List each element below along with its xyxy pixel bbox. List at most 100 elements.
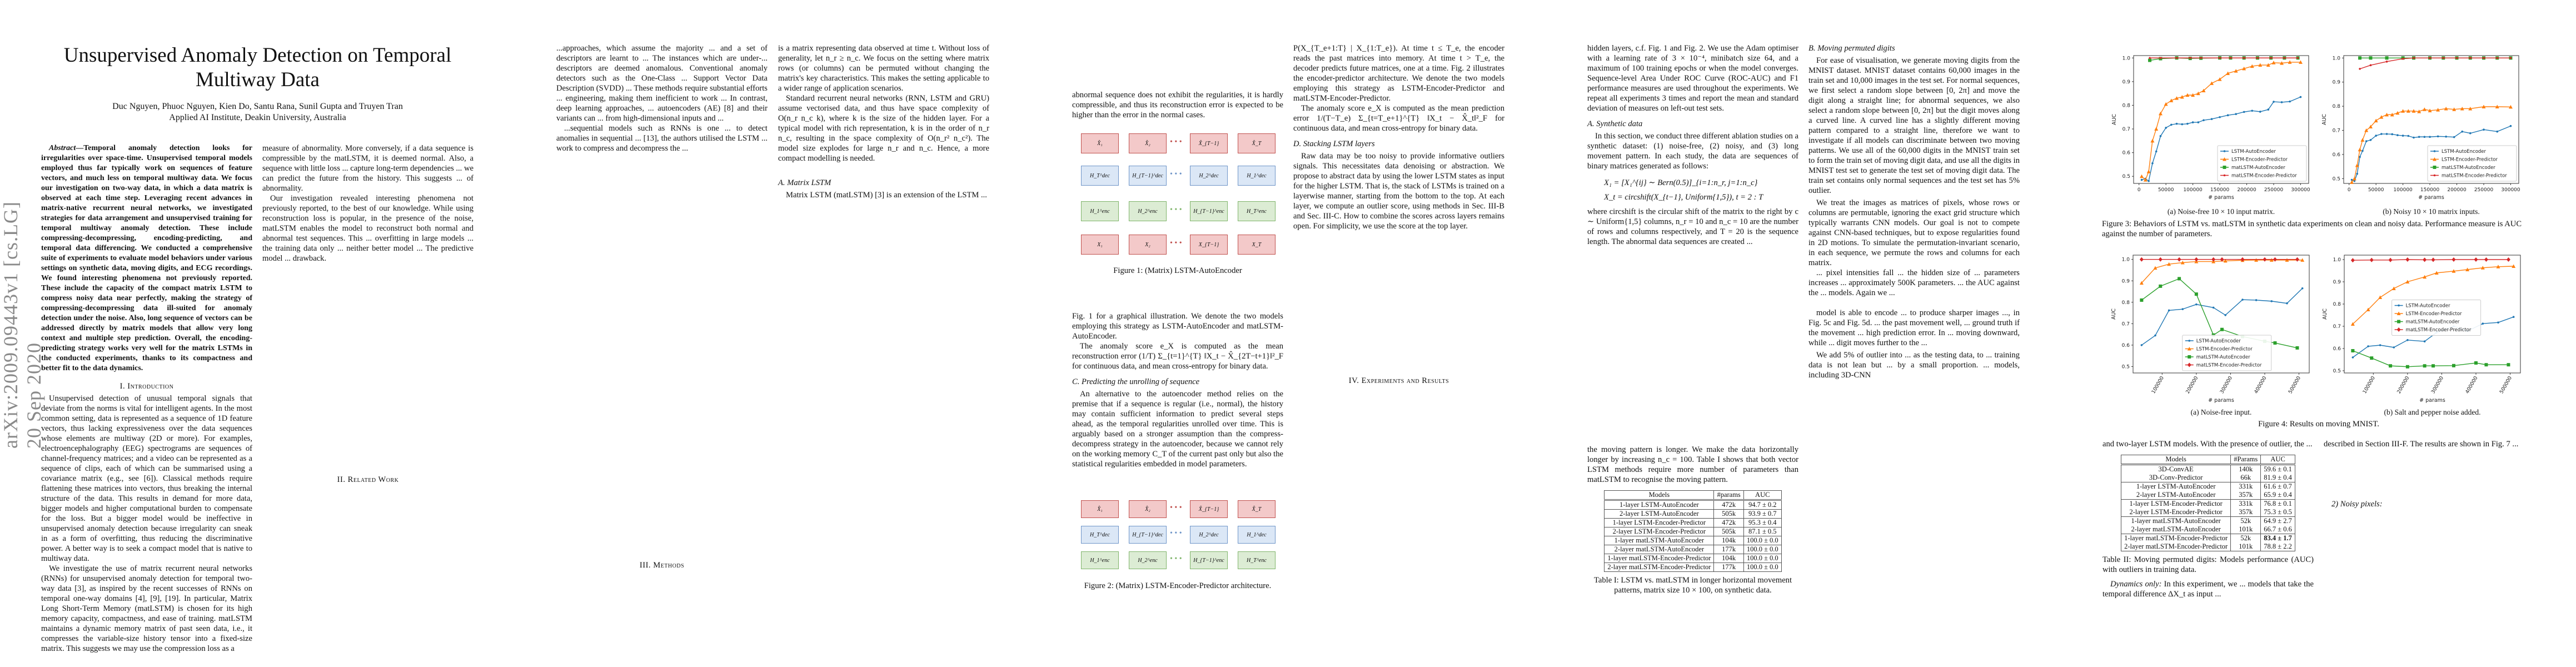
x-tick-label: 250000 [2474, 187, 2494, 193]
x-tick-label: 150000 [2420, 187, 2440, 193]
page4-left-column: hidden layers, c.f. Fig. 1 and Fig. 2. W… [1587, 43, 1798, 247]
x-tick-label: 300000 [2291, 187, 2310, 193]
data-point [2139, 281, 2144, 285]
plot-frame [2343, 55, 2519, 184]
data-point [2251, 109, 2254, 112]
section-heading-methods-wrap: III. Methods [556, 556, 768, 573]
plot-frame [2133, 55, 2309, 184]
outputs-node: X̂₂ [1129, 500, 1167, 518]
data-point [2350, 322, 2355, 326]
legend-label: matLSTM-Encoder-Predictor [2442, 173, 2507, 179]
auc-cell: 87.1 ± 0.5 [1743, 527, 1782, 536]
output-node: X̂_T [1238, 133, 1275, 153]
data-point [2411, 109, 2416, 113]
encoder-node: H_{T−1}^enc [1190, 551, 1228, 569]
auc-cell: 100.0 ± 0.0 [1743, 563, 1782, 572]
data-point [2452, 107, 2457, 111]
legend-label: matLSTM-Encoder-Predictor [2196, 363, 2262, 369]
data-point [2175, 96, 2179, 100]
params-cell: 101k [2230, 542, 2261, 551]
x-tick-label: 300000 [2430, 375, 2445, 395]
data-point [2405, 257, 2410, 262]
page3-left-column-mid: Fig. 1 for a graphical illustration. We … [1072, 311, 1283, 469]
params-cell: 101k [2230, 525, 2261, 534]
data-point [2139, 257, 2144, 262]
data-point [2356, 172, 2359, 175]
y-tick-label: 0.9 [2122, 278, 2130, 284]
data-point [2422, 107, 2426, 111]
data-point [2469, 57, 2472, 59]
decoder-node: H_1^dec [1238, 166, 1275, 186]
data-point [2285, 258, 2289, 262]
paper-title: Unsupervised Anomaly Detection on Tempor… [63, 44, 452, 91]
data-point [2271, 61, 2276, 64]
data-point [2186, 122, 2189, 125]
params-cell: 104k [1713, 536, 1744, 545]
series-matlstm-encoder-predictor [2139, 257, 2299, 262]
data-point [2379, 344, 2381, 346]
decoder-node: H_T^dec [1081, 166, 1119, 186]
series-line [2141, 96, 2301, 182]
series-matlstm-encoder-predictor [2149, 57, 2299, 59]
params-cell: 472k [1713, 518, 1744, 527]
auc-cell: 93.9 ± 0.7 [1743, 509, 1782, 519]
data-point [2175, 122, 2178, 125]
data-point [2219, 57, 2221, 59]
outputs-node: X̂₁ [1081, 500, 1119, 518]
ellipsis-dots-icon: • • • [1170, 555, 1182, 563]
abstract-text: —Temporal anomaly detection looks for ir… [41, 144, 252, 372]
data-point [2512, 264, 2516, 268]
x-tick-label: 400000 [2465, 375, 2479, 395]
y-tick-label: 0.7 [2333, 324, 2341, 330]
page4-right-column: B. Moving permuted digits For ease of vi… [1808, 43, 2020, 380]
table-row: 2-layer matLSTM-Encoder-Predictor 101k 78.… [2121, 542, 2295, 551]
data-point [2379, 115, 2384, 119]
legend-label: LSTM-Encoder-Predictor [2406, 311, 2462, 317]
data-point [2465, 267, 2470, 271]
abstract: Abstract—Temporal anomaly detection look… [41, 143, 252, 374]
series-line [2351, 126, 2511, 182]
data-point [2150, 138, 2155, 143]
data-point [2280, 101, 2283, 103]
data-point [2177, 257, 2181, 262]
data-point [2155, 150, 2158, 153]
model-name-cell: 1-layer matLSTM-AutoEncoder [2121, 516, 2231, 525]
legend-box [2391, 300, 2482, 336]
legend-label: matLSTM-AutoEncoder [2231, 165, 2285, 171]
data-point [2169, 98, 2174, 102]
data-point [2461, 130, 2464, 133]
data-point [2423, 364, 2426, 368]
series-matlstm-encoder-predictor [2359, 57, 2512, 70]
model-name-cell: 1-layer matLSTM-Encoder-Predictor [2121, 534, 2231, 542]
data-point [2385, 61, 2388, 63]
ellipsis-dots-icon: • • • [1170, 529, 1182, 537]
figure-1-caption: Figure 1: (Matrix) LSTM-AutoEncoder [1113, 266, 1242, 275]
data-point [2165, 127, 2167, 129]
data-point [2254, 258, 2259, 262]
series-matlstm-autoencoder [2351, 349, 2510, 369]
auc-cell: 66.7 ± 0.6 [2260, 525, 2295, 534]
subsection-heading-synthetic: A. Synthetic data [1587, 120, 1643, 128]
series-lstm-encoder-predictor [2140, 60, 2303, 182]
auc-cell: 75.3 ± 0.5 [2260, 508, 2295, 517]
paragraph: where circshift is the circular shift of… [1587, 207, 1798, 246]
y-axis-label: AUC [2111, 308, 2117, 320]
equation-1: X₁ = [X₁^{ij} ∼ Bern(0.5)]_{i=1:n_r, j=1… [1604, 178, 1758, 187]
figure-4b-chart: 0.5 0.6 0.7 0.8 0.9 1.0 100000 200000 300000 4000… [2322, 255, 2521, 404]
page3-right-column: P(X_{T_e+1:T} | X_{1:T_e}). At time t ≤ … [1293, 43, 1504, 388]
data-point [2395, 111, 2400, 115]
params-cell: 505k [1713, 509, 1744, 519]
data-point [2258, 63, 2263, 67]
figure-2-caption: Figure 2: (Matrix) LSTM-Encoder-Predicto… [1084, 581, 1272, 590]
data-point [2267, 108, 2270, 111]
x-tick-label: 300000 [2219, 375, 2234, 395]
legend-box [2217, 145, 2307, 182]
data-point [2270, 57, 2272, 59]
legend-label: matLSTM-AutoEncoder [2442, 165, 2495, 171]
paragraph: An alternative to the autoencoder method… [1072, 390, 1283, 469]
data-point [2401, 109, 2405, 113]
equation-2: X_t = circshift(X_{t−1}, Uniform{1,5}), … [1604, 193, 1763, 202]
y-tick-label: 0.6 [2333, 152, 2341, 158]
data-point [2226, 114, 2229, 117]
x-tick-label: 200000 [2185, 375, 2200, 395]
